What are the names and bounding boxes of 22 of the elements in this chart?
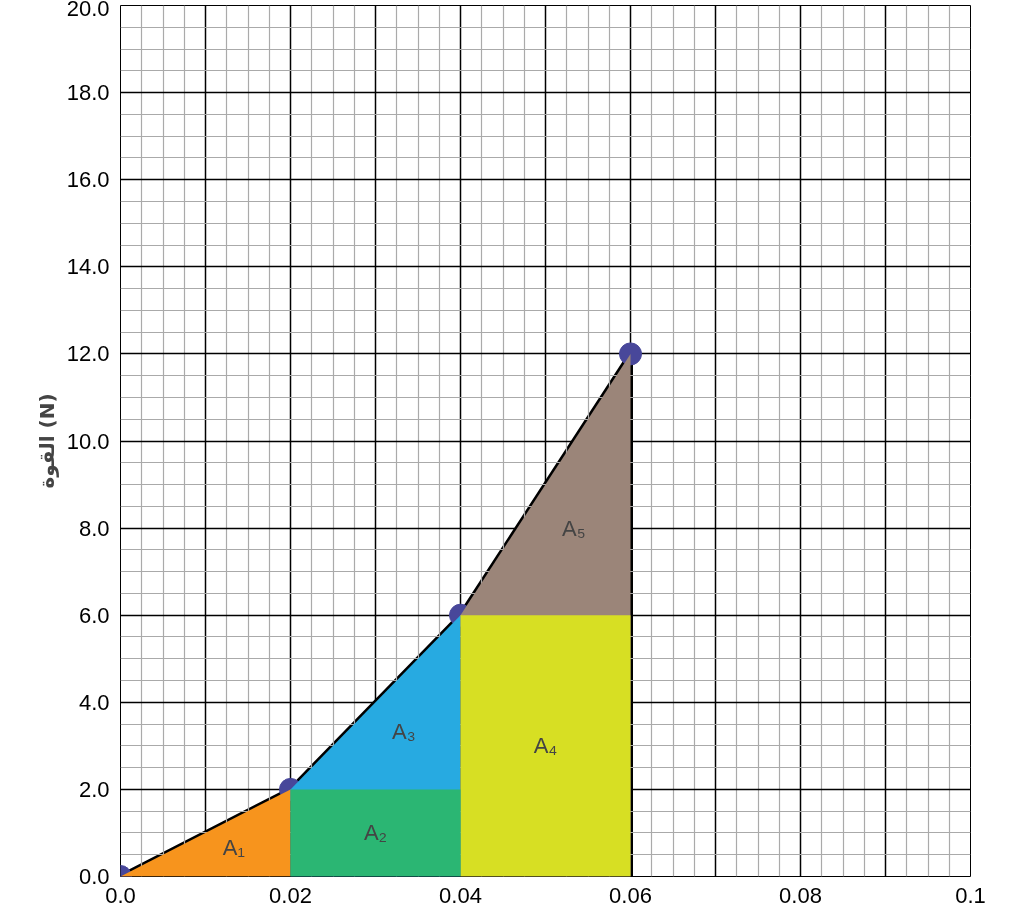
x-tick-label: 0.06 <box>609 882 652 908</box>
x-tick-label: 0.04 <box>439 882 482 908</box>
series-label: A₄ <box>533 733 558 759</box>
y-tick-label: 2.0 <box>78 776 110 802</box>
series-label: A₃ <box>392 718 416 744</box>
series-label: A₂ <box>363 820 388 846</box>
y-tick-label: 6.0 <box>78 602 110 628</box>
y-tick-label: 16.0 <box>66 167 110 193</box>
y-tick-label: 4.0 <box>78 689 110 715</box>
y-tick-label: 18.0 <box>66 80 110 106</box>
series-label: A₅ <box>562 515 586 541</box>
y-tick-label: 10.0 <box>66 428 110 454</box>
y-tick-label: 20.0 <box>66 0 110 21</box>
y-tick-label: 14.0 <box>66 254 110 280</box>
x-tick-label: 0.1 <box>955 882 986 908</box>
series-label: A₁ <box>222 834 245 860</box>
y-tick-label: 8.0 <box>78 515 110 541</box>
y-tick-label: 0.0 <box>78 864 110 889</box>
y-axis-title: القوة (N) <box>34 393 59 489</box>
x-tick-label: 0.02 <box>269 882 312 908</box>
y-tick-label: 12.0 <box>66 341 110 367</box>
x-tick-label: 0.08 <box>779 882 822 908</box>
